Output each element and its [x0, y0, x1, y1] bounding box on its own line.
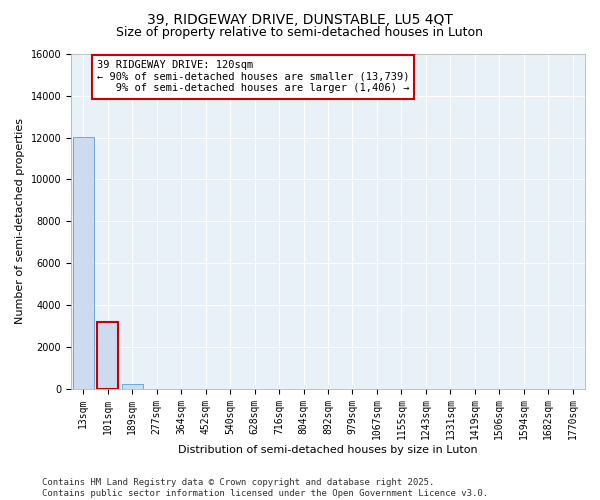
Text: Size of property relative to semi-detached houses in Luton: Size of property relative to semi-detach… [116, 26, 484, 39]
Text: Contains HM Land Registry data © Crown copyright and database right 2025.
Contai: Contains HM Land Registry data © Crown c… [42, 478, 488, 498]
Bar [97, 322, 118, 388]
Text: 39, RIDGEWAY DRIVE, DUNSTABLE, LU5 4QT: 39, RIDGEWAY DRIVE, DUNSTABLE, LU5 4QT [147, 12, 453, 26]
Bar [122, 384, 143, 388]
Text: 39 RIDGEWAY DRIVE: 120sqm
← 90% of semi-detached houses are smaller (13,739)
   : 39 RIDGEWAY DRIVE: 120sqm ← 90% of semi-… [97, 60, 409, 94]
Bar [73, 136, 94, 388]
Y-axis label: Number of semi-detached properties: Number of semi-detached properties [15, 118, 25, 324]
X-axis label: Distribution of semi-detached houses by size in Luton: Distribution of semi-detached houses by … [178, 445, 478, 455]
